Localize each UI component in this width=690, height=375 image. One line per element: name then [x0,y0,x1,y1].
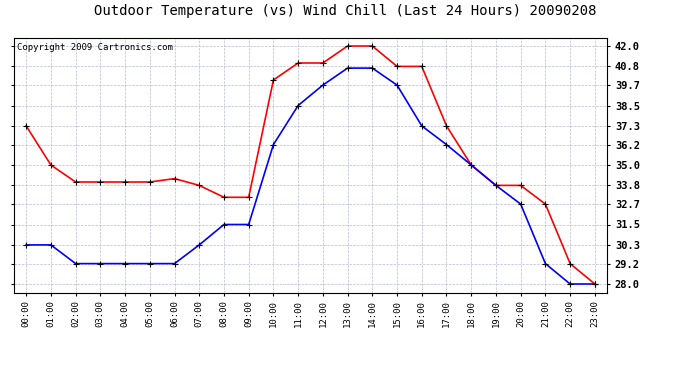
Text: Outdoor Temperature (vs) Wind Chill (Last 24 Hours) 20090208: Outdoor Temperature (vs) Wind Chill (Las… [94,4,596,18]
Text: Copyright 2009 Cartronics.com: Copyright 2009 Cartronics.com [17,43,172,52]
